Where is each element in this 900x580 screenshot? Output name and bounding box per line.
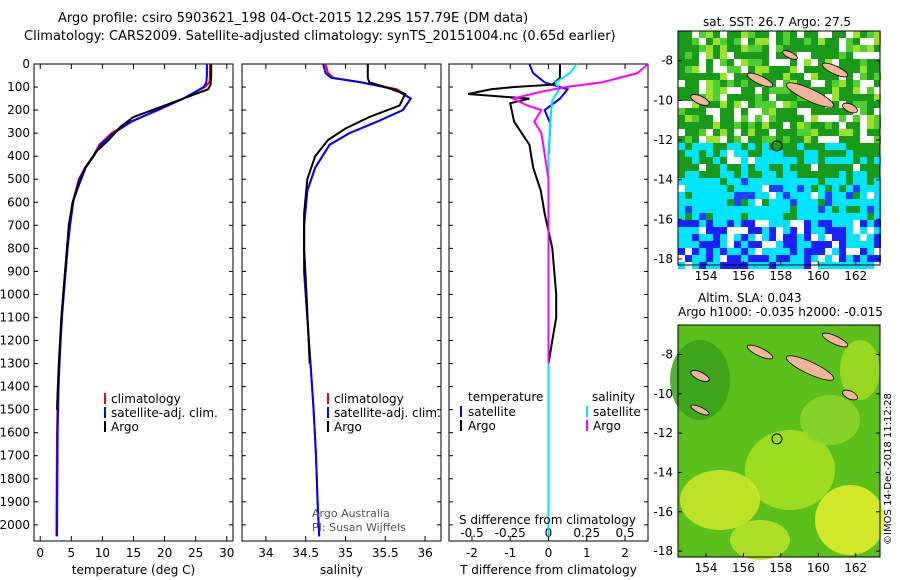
footer-stamp: ©IMOS 14-Dec-2018 11:12:28 <box>883 393 894 545</box>
temperature-legend: climatology satellite-adj. clim. Argo <box>104 392 218 434</box>
legend-temperature-title: temperature <box>468 390 543 404</box>
depth-tick-label: 700 <box>7 218 30 232</box>
depth-tick-label: 1500 <box>0 403 30 417</box>
depth-tick-label: 1000 <box>0 287 30 301</box>
legend-argo-label: Argo <box>111 420 139 434</box>
depth-tick-label: 1300 <box>0 357 30 371</box>
salinity-plot-frame <box>241 63 442 542</box>
depth-tick-label: 1700 <box>0 449 30 463</box>
s-tick-label: 0.5 <box>615 526 634 540</box>
series-salinity-argo <box>510 63 649 364</box>
depth-tick-label: 1100 <box>0 310 30 324</box>
x-tick-label: 15 <box>126 546 141 560</box>
series-climatology <box>303 63 413 537</box>
legend-climatology-label: climatology <box>111 392 181 406</box>
x-tick-label: 20 <box>157 546 172 560</box>
x-tick-label: 0 <box>545 546 553 560</box>
depth-tick-label: 1600 <box>0 426 30 440</box>
legend-s-satellite-label: satellite <box>593 405 641 419</box>
depth-tick-label: 0 <box>22 57 30 71</box>
credit-argo-australia: Argo Australia <box>312 507 390 520</box>
chart-title-line1: Argo profile: csiro 5903621_198 04-Oct-2… <box>58 11 529 26</box>
series-salinity-satellite <box>547 63 578 537</box>
depth-tick-label: 1400 <box>0 380 30 394</box>
depth-tick-label: 1200 <box>0 334 30 348</box>
difference-xlabel: T difference from climatology <box>459 563 637 577</box>
depth-tick-label: 200 <box>7 103 30 117</box>
depth-tick-label: 300 <box>7 126 30 140</box>
depth-tick-label: 500 <box>7 172 30 186</box>
x-tick-label: 0 <box>36 546 44 560</box>
x-tick-label: 1 <box>583 546 591 560</box>
series-satellite-adj-clim- <box>56 64 208 537</box>
depth-tick-label: 800 <box>7 241 30 255</box>
x-tick-label: 34 <box>258 546 273 560</box>
sla-map-title-1: Altim. SLA: 0.043 <box>698 291 802 305</box>
x-tick-label: 5 <box>67 546 75 560</box>
depth-tick-label: 2000 <box>0 518 30 532</box>
x-tick-label: 35.5 <box>372 546 399 560</box>
x-tick-label: 2 <box>621 546 629 560</box>
x-tick-label: 36 <box>417 546 432 560</box>
legend-s-argo-label: Argo <box>593 419 621 433</box>
legend-salinity-title: salinity <box>592 390 635 404</box>
series-temperature-argo <box>467 64 561 422</box>
series-argo <box>303 64 407 364</box>
legend-t-argo-label: Argo <box>468 419 496 433</box>
series-climatology <box>55 64 211 537</box>
x-tick-label: 25 <box>188 546 203 560</box>
x-tick-label: -1 <box>504 546 516 560</box>
series-satellite-adj-clim- <box>303 63 413 537</box>
x-tick-label: 30 <box>219 546 234 560</box>
chart-title-line2: Climatology: CARS2009. Satellite-adjuste… <box>24 29 616 44</box>
sla-map-title-2: Argo h1000: -0.035 h2000: -0.015 <box>678 305 883 319</box>
legend-satellite-label: satellite-adj. clim. <box>111 406 218 420</box>
credit-pi: PI: Susan Wijffels <box>312 521 406 534</box>
difference-legend: temperature salinity satellite Argo sate… <box>460 390 641 433</box>
legend-climatology-label: climatology <box>334 392 404 406</box>
salinity-xlabel: salinity <box>320 563 363 577</box>
depth-tick-label: 1900 <box>0 495 30 509</box>
legend-t-satellite-label: satellite <box>468 405 516 419</box>
s-tick-label: -0.25 <box>495 526 526 540</box>
depth-tick-label: 600 <box>7 195 30 209</box>
sst-map-title: sat. SST: 26.7 Argo: 27.5 <box>703 15 852 29</box>
legend-satellite-label: satellite-adj. clim. <box>334 406 441 420</box>
x-tick-label: 35 <box>338 546 353 560</box>
x-tick-label: 34.5 <box>292 546 319 560</box>
depth-tick-label: 100 <box>7 80 30 94</box>
depth-tick-label: 1800 <box>0 472 30 486</box>
series-argo <box>56 64 213 410</box>
depth-tick-label: 400 <box>7 149 30 163</box>
x-tick-label: 10 <box>95 546 110 560</box>
depth-tick-label: 900 <box>7 264 30 278</box>
legend-argo-label: Argo <box>334 420 362 434</box>
s-tick-label: 0.25 <box>573 526 600 540</box>
x-tick-label: -2 <box>466 546 478 560</box>
s-difference-label: S difference from climatology <box>459 513 636 527</box>
temperature-xlabel: temperature (deg C) <box>72 563 195 577</box>
s-tick-label: -0.5 <box>460 526 483 540</box>
salinity-legend: climatology satellite-adj. clim. Argo <box>327 392 441 434</box>
